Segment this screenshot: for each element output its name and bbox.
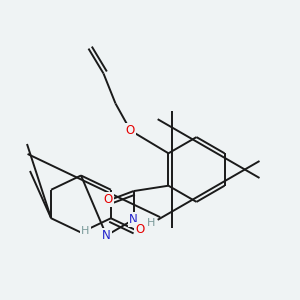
Text: O: O [103,193,112,206]
Text: N: N [102,229,111,242]
Text: O: O [135,224,144,236]
Text: O: O [126,124,135,137]
Text: N: N [129,213,138,226]
Text: H: H [147,218,156,229]
Text: H: H [81,226,90,236]
